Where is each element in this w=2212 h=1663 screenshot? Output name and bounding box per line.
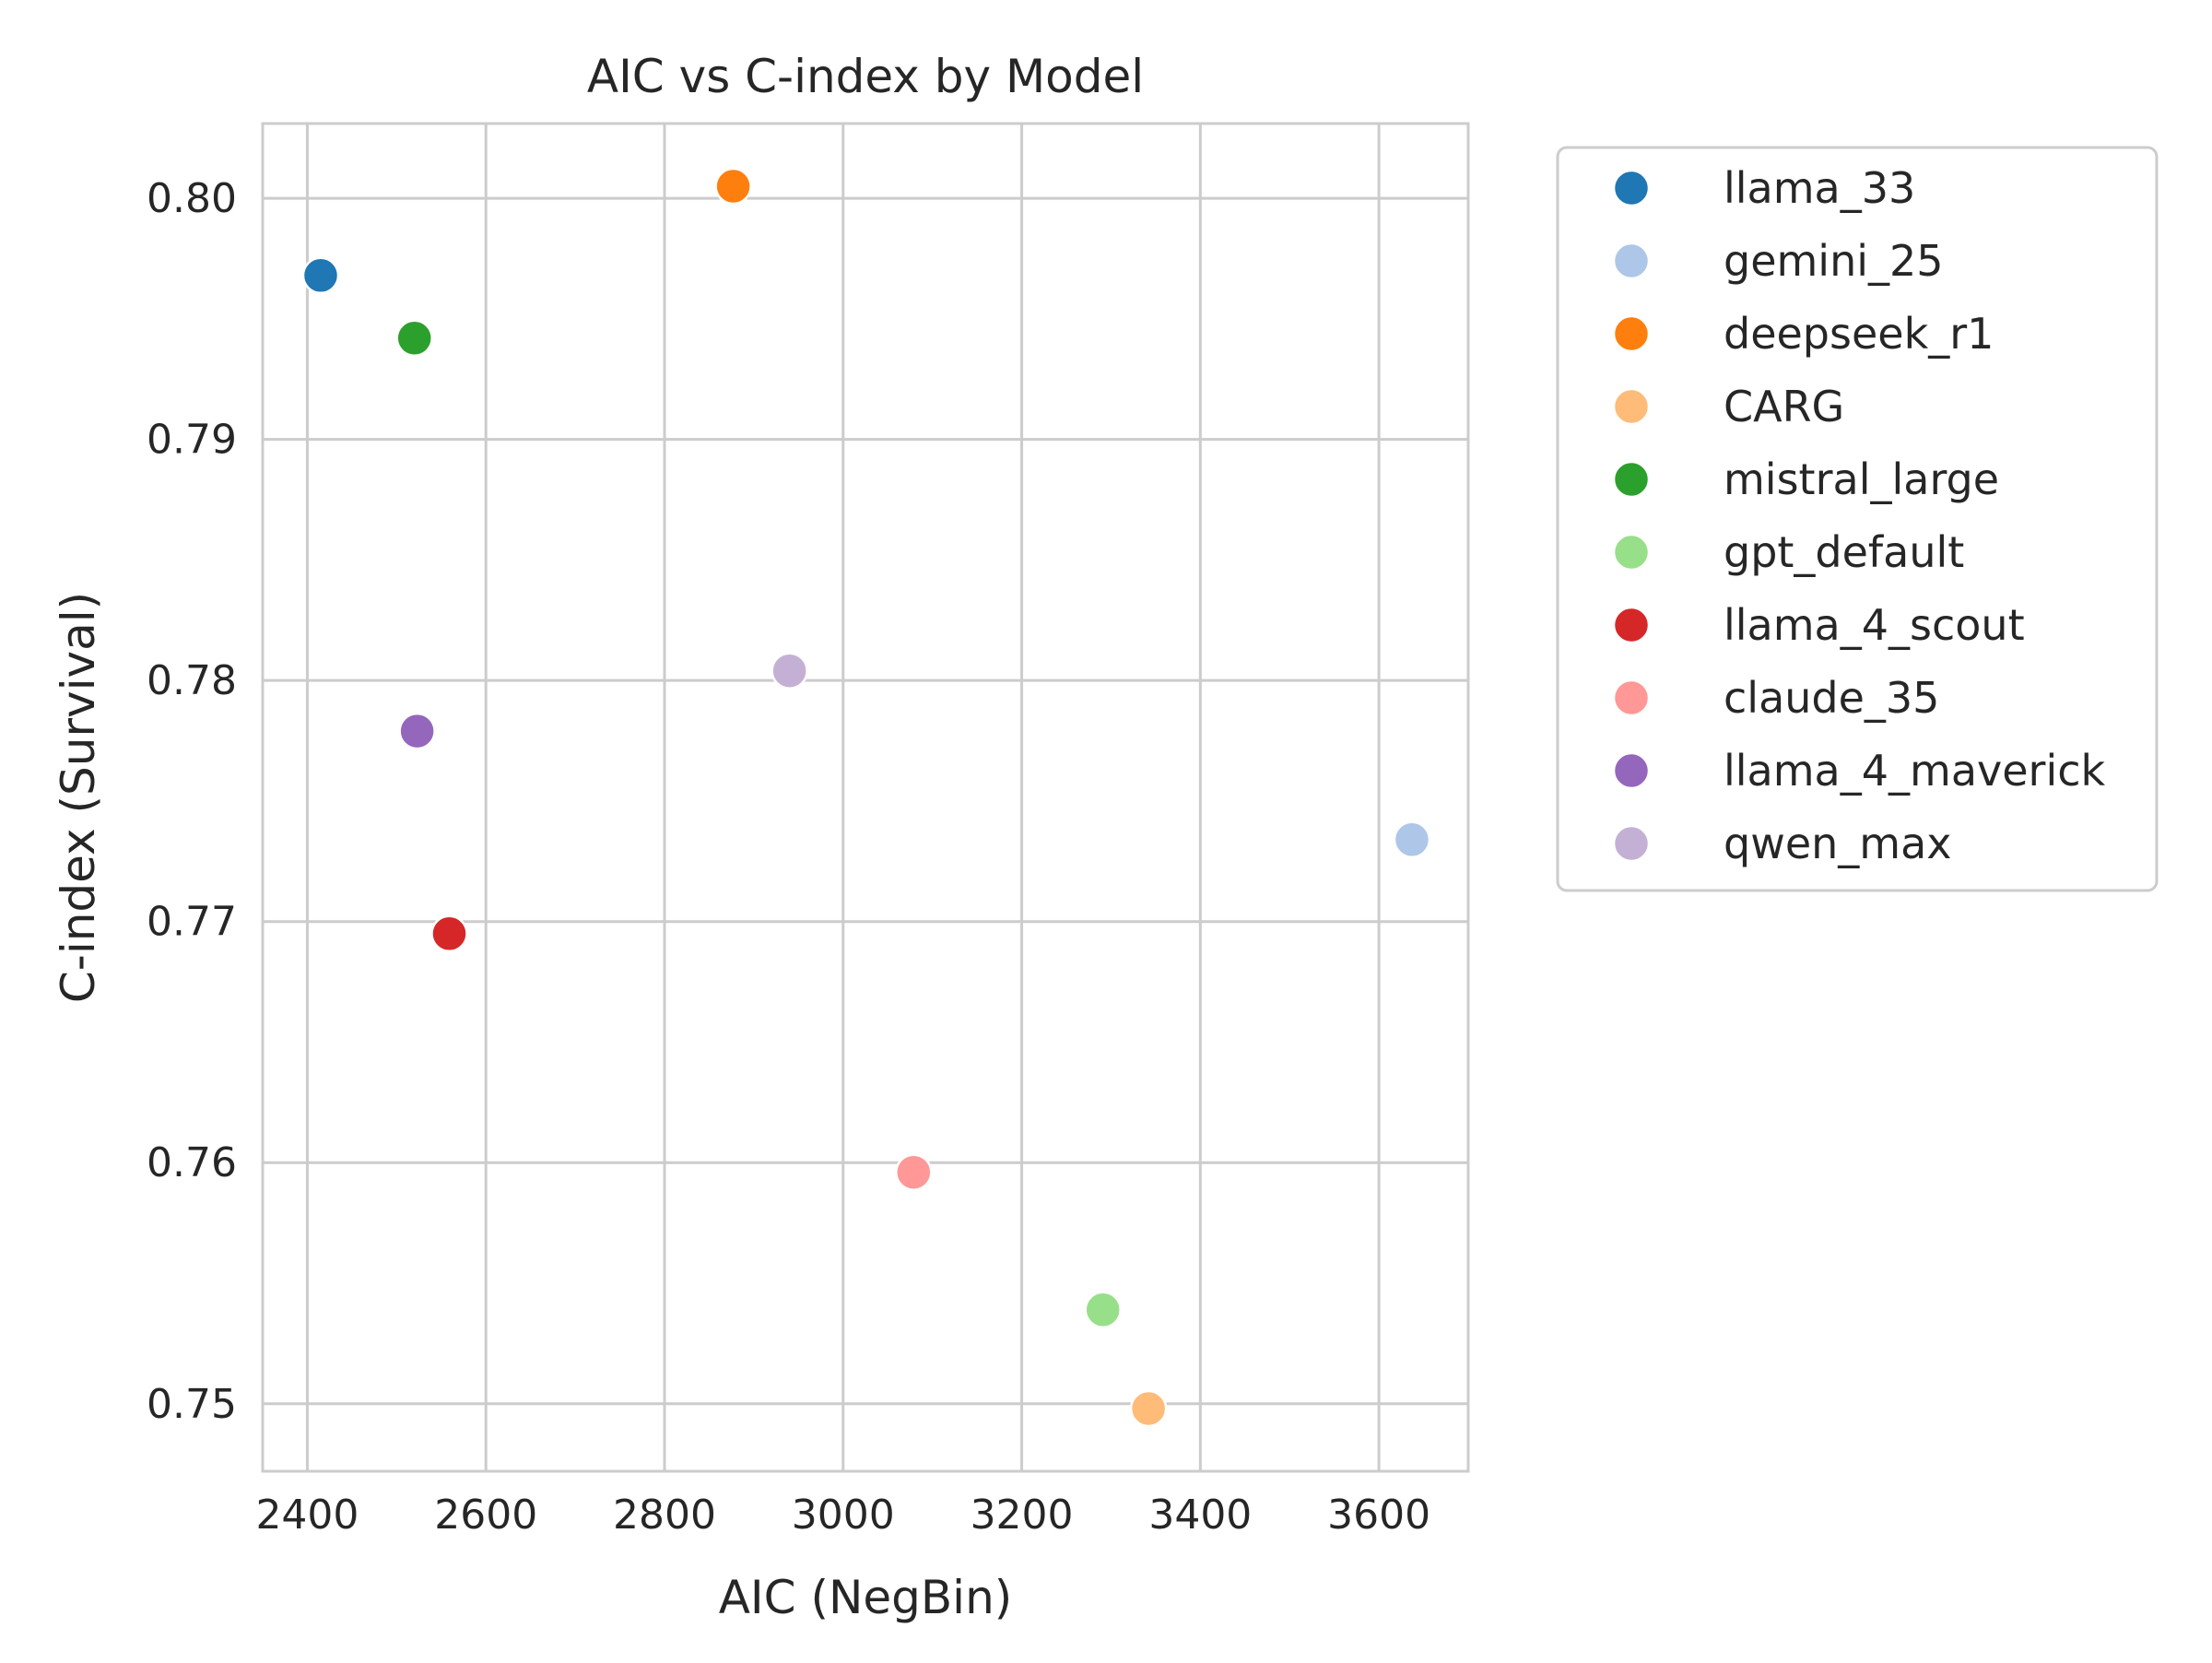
legend-label: llama_4_scout	[1724, 600, 2025, 650]
legend-label: qwen_max	[1724, 819, 1952, 868]
legend-label: gemini_25	[1724, 236, 1944, 286]
legend-label: deepseek_r1	[1724, 309, 1994, 359]
legend-items: llama_33 gemini_25 deepseek_r1 CARG mistral_…	[1612, 163, 2106, 868]
legend-box	[1556, 146, 2159, 892]
point-claude-35	[895, 1153, 933, 1191]
legend-marker	[1612, 606, 1651, 644]
y-tick-label: 0.78	[147, 657, 237, 704]
legend-label: llama_33	[1724, 163, 1915, 213]
y-tick-label: 0.75	[147, 1381, 237, 1428]
x-tick-label: 2600	[434, 1492, 537, 1539]
x-tick-label: 3200	[971, 1492, 1074, 1539]
x-tick-label: 3400	[1148, 1492, 1252, 1539]
grid	[263, 124, 1468, 1471]
legend-marker	[1612, 824, 1651, 863]
x-tick-label: 3000	[792, 1492, 895, 1539]
y-tick-label: 0.77	[147, 899, 237, 946]
y-tick-label: 0.79	[147, 417, 237, 464]
x-tick-label: 3600	[1327, 1492, 1430, 1539]
point-gemini-25	[1393, 820, 1431, 859]
legend-marker	[1612, 242, 1651, 280]
legend-label: llama_4_maverick	[1724, 746, 2106, 796]
legend-marker	[1612, 751, 1651, 790]
legend-marker	[1612, 387, 1651, 426]
legend-label: mistral_large	[1724, 454, 1999, 504]
point-llama-33	[301, 256, 340, 295]
y-tick-label: 0.80	[147, 175, 237, 222]
point-qwen-max	[771, 652, 808, 690]
point-carg	[1129, 1389, 1168, 1428]
legend: llama_33 gemini_25 deepseek_r1 CARG mistral_…	[1556, 146, 2159, 892]
point-deepseek-r1	[714, 167, 752, 206]
point-mistral-large	[395, 319, 433, 358]
legend-marker	[1612, 460, 1651, 499]
legend-marker	[1612, 169, 1651, 207]
point-gpt-default	[1084, 1291, 1122, 1329]
plot-frame	[261, 122, 1470, 1473]
legend-label: CARG	[1724, 382, 1844, 431]
legend-label: claude_35	[1724, 673, 1939, 723]
legend-label: gpt_default	[1724, 527, 1964, 577]
x-axis-label: AIC (NegBin)	[719, 1571, 1013, 1624]
legend-marker	[1612, 678, 1651, 717]
point-llama-4-maverick	[398, 712, 436, 750]
data-points	[301, 167, 1431, 1428]
legend-marker	[1612, 314, 1651, 353]
y-tick-labels: 0.75 0.76 0.77 0.78 0.79 0.80	[147, 175, 237, 1428]
x-tick-labels: 2400 2600 2800 3000 3200 3400 3600	[255, 1492, 1430, 1539]
point-llama-4-scout	[430, 914, 468, 953]
y-tick-label: 0.76	[147, 1139, 237, 1186]
chart-title: AIC vs C-index by Model	[587, 50, 1144, 103]
y-axis-label: C-index (Survival)	[52, 592, 105, 1003]
legend-marker	[1612, 533, 1651, 572]
x-tick-label: 2800	[613, 1492, 716, 1539]
x-tick-label: 2400	[255, 1492, 359, 1539]
